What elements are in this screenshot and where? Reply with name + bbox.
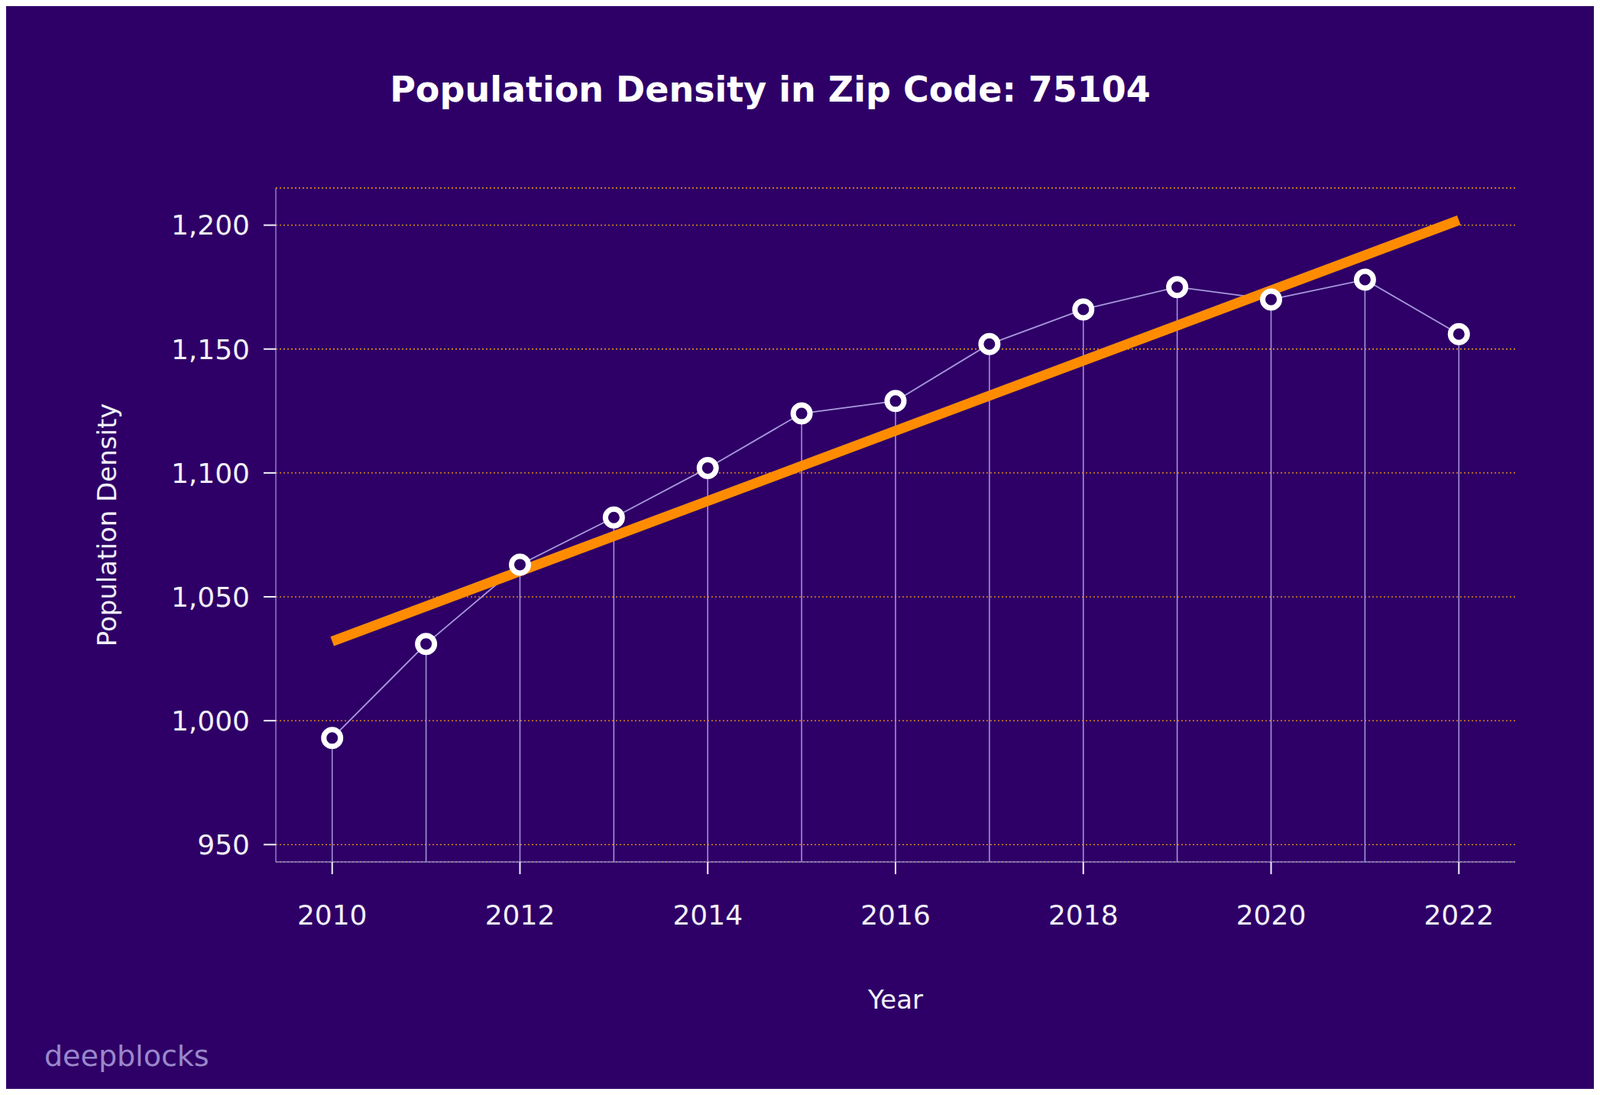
svg-text:2016: 2016 [860, 899, 931, 931]
svg-text:1,150: 1,150 [171, 333, 250, 366]
svg-text:1,050: 1,050 [171, 581, 250, 613]
svg-text:2010: 2010 [297, 899, 368, 931]
svg-text:950: 950 [197, 829, 250, 861]
svg-text:1,200: 1,200 [171, 209, 250, 241]
svg-text:Year: Year [867, 984, 924, 1015]
html-text:deepblocks: deepblocks [44, 1039, 210, 1073]
svg-text:2018: 2018 [1048, 899, 1119, 931]
svg-text:2012: 2012 [485, 899, 556, 931]
svg-text:2014: 2014 [672, 899, 743, 931]
svg-text:1,100: 1,100 [171, 457, 250, 490]
svg-text:2020: 2020 [1236, 899, 1307, 931]
html-text:Population Density in Zip Code: Population Density in Zip Code: 75104 [389, 68, 1151, 111]
svg-text:2022: 2022 [1423, 899, 1494, 931]
svg-text:1,000: 1,000 [171, 705, 250, 737]
html-text:Population Density: Population Density [91, 403, 123, 647]
